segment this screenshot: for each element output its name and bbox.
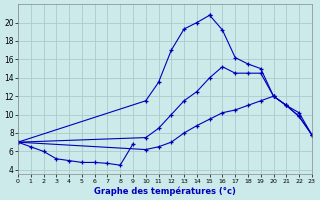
- X-axis label: Graphe des températures (°c): Graphe des températures (°c): [94, 186, 236, 196]
